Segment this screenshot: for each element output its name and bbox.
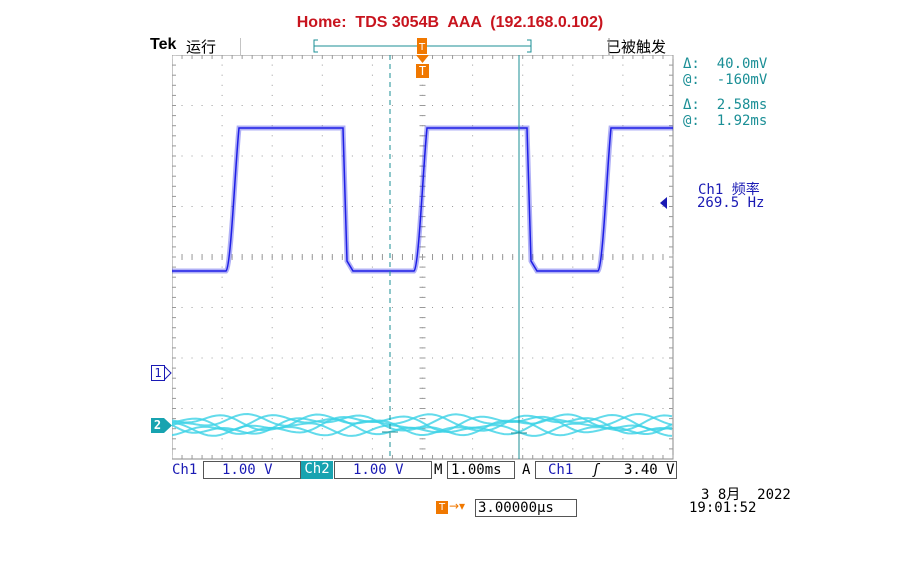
voltage-cursor-delta: Δ: 40.0mV (683, 56, 768, 72)
ch2-scale: 1.00 V (353, 462, 404, 478)
ch2-label[interactable]: Ch2 (301, 461, 333, 479)
trigger-arrow-icon (416, 55, 429, 63)
horizontal-delay-value: 3.00000µs (478, 500, 554, 516)
trigger-status: 已被触发 (606, 38, 667, 56)
horizontal-delay-box[interactable]: 3.00000µs (475, 499, 577, 517)
ch2-ground-marker[interactable]: 2 (151, 418, 164, 433)
record-position-bar: T (240, 38, 610, 56)
date-display: 3 8月 2022 (701, 487, 791, 503)
horizontal-delay-icon: T →▾ (436, 499, 472, 515)
time-cursor-delta: Δ: 2.58ms (683, 97, 768, 113)
time-display: 19:01:52 (689, 500, 757, 516)
ch1-ground-marker[interactable]: 1 (151, 365, 165, 381)
cursor-lines[interactable] (382, 55, 527, 459)
time-cursor-position: @: 1.92ms (683, 113, 768, 129)
ch2-marker-arrow-icon (164, 418, 172, 433)
brand-logo: Tek (150, 36, 177, 53)
measurement-label: Ch1 频率 (698, 182, 760, 198)
waveform-display[interactable] (172, 55, 674, 460)
trigger-slope-icon: ʃ (592, 462, 601, 478)
svg-text:T: T (418, 42, 426, 53)
trigger-mode-label: A (522, 462, 531, 478)
timebase-box[interactable]: 1.00ms (447, 461, 515, 479)
acquisition-state: 运行 (186, 38, 217, 56)
ch2-scale-box[interactable]: 1.00 V (334, 461, 432, 479)
voltage-cursor-position: @: -160mV (683, 72, 768, 88)
waveform-traces (172, 125, 673, 437)
graticule (172, 55, 674, 459)
ch1-scale-box[interactable]: 1.00 V (203, 461, 301, 479)
measurement-value: 269.5 Hz (697, 195, 765, 211)
ch1-marker-arrow-icon (164, 365, 172, 381)
window-title: Home: TDS 3054B AAA (192.168.0.102) (296, 14, 604, 31)
ch1-label[interactable]: Ch1 (172, 462, 198, 478)
trigger-settings-box[interactable]: Ch1 ʃ 3.40 V (535, 461, 677, 479)
trigger-position-marker[interactable]: T (416, 64, 429, 78)
trigger-level: 3.40 V (624, 462, 675, 478)
timebase-value: 1.00ms (451, 462, 502, 478)
timebase-label: M (434, 462, 443, 478)
measurement-pointer-icon (660, 197, 667, 209)
ch1-scale: 1.00 V (222, 462, 273, 478)
trigger-source: Ch1 (548, 462, 574, 478)
